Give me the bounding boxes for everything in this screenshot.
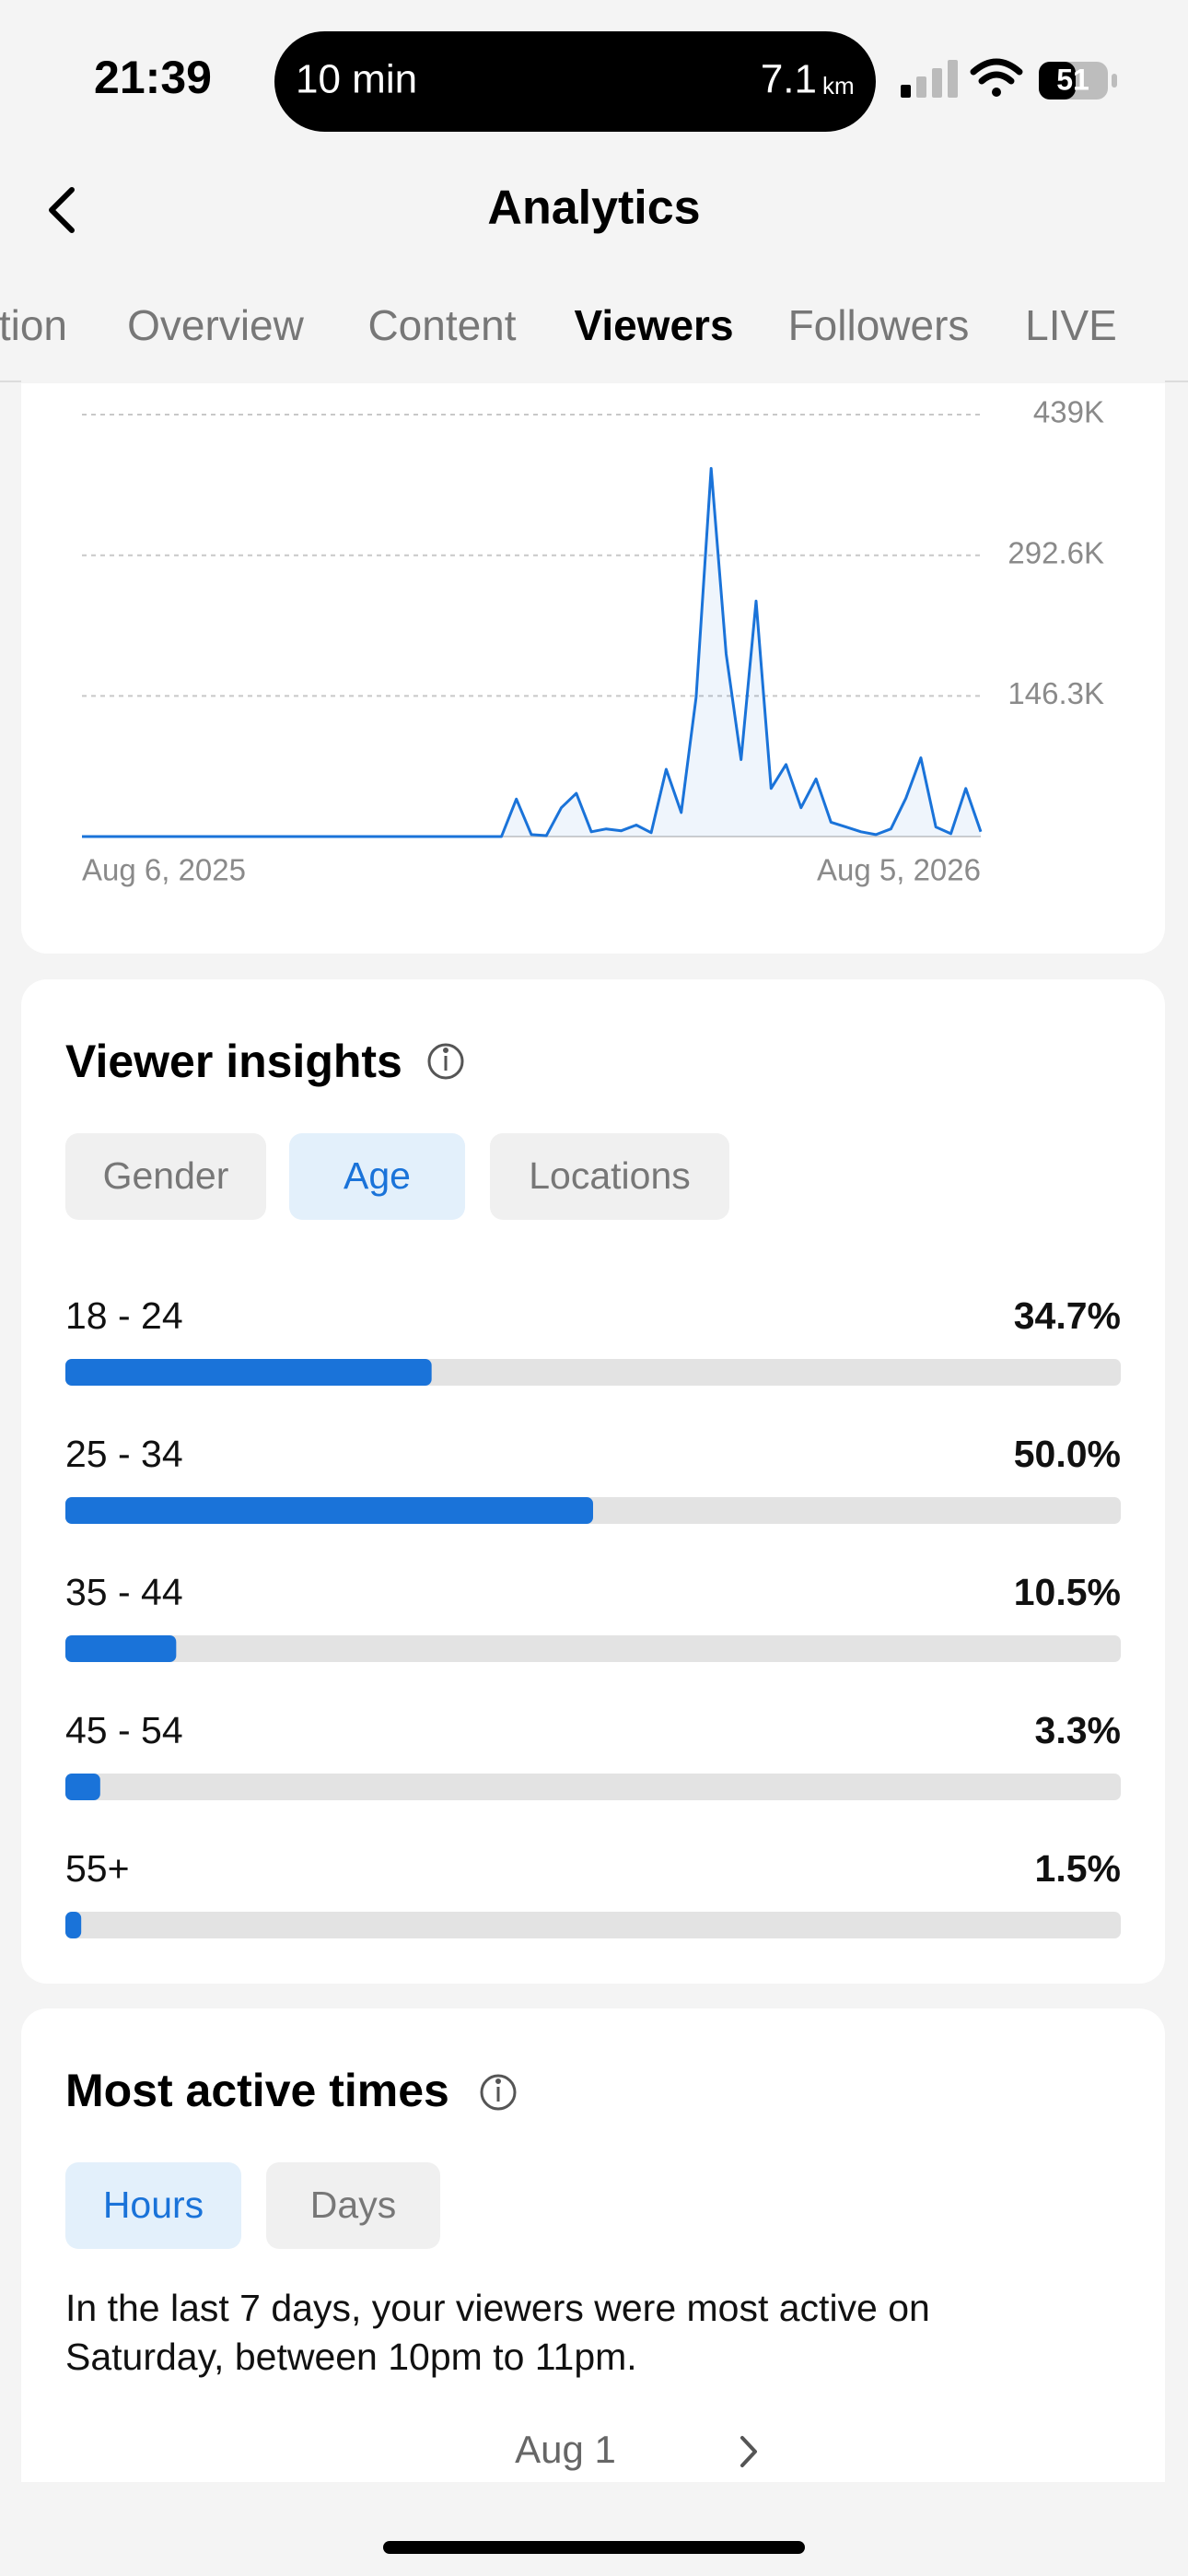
info-icon <box>480 2074 517 2111</box>
activity-time: 10 min <box>296 57 417 102</box>
value-label: 10.5% <box>1014 1571 1121 1613</box>
filter-pill[interactable] <box>266 2162 440 2249</box>
value-label: 34.7% <box>1014 1294 1121 1337</box>
line-chart: 146.3K 292.6K 439K Aug 6, 2025 Aug 5, 2026 <box>82 395 1104 887</box>
description: Saturday, between 10pm to 11pm. <box>65 2336 637 2378</box>
tab[interactable]: Followers <box>788 301 970 349</box>
description: In the last 7 days, your viewers were mo… <box>65 2287 930 2329</box>
filter-label[interactable]: Hours <box>103 2184 204 2226</box>
back-button[interactable] <box>49 187 75 233</box>
y-tick-label: 146.3K <box>1007 676 1104 710</box>
bar-track <box>65 1635 1121 1662</box>
line <box>82 466 983 838</box>
page-title: Analytics <box>487 181 700 235</box>
filter-pill[interactable] <box>289 1133 465 1220</box>
category-label: 25 - 34 <box>65 1433 183 1475</box>
dynamic-island <box>274 31 876 132</box>
filter-pill[interactable] <box>65 2162 241 2249</box>
time: 21:39 <box>94 52 212 103</box>
bar <box>65 1774 100 1800</box>
bar <box>65 1635 177 1662</box>
tab[interactable]: Viewers <box>574 301 733 349</box>
value-label: 50.0% <box>1014 1433 1121 1475</box>
home-indicator <box>383 2541 805 2554</box>
bar <box>65 1359 432 1386</box>
bar-track <box>65 1912 1121 1938</box>
value-label: 1.5% <box>1035 1847 1121 1890</box>
active-card <box>21 2008 1165 2524</box>
section-title: Viewer insights <box>65 1036 402 1087</box>
tab[interactable]: Content <box>367 301 516 349</box>
tab[interactable]: LIVE <box>1025 301 1117 349</box>
category-label: 55+ <box>65 1847 130 1890</box>
signal-icon <box>901 60 958 98</box>
tab[interactable]: Overview <box>127 301 304 349</box>
section-title: Most active times <box>65 2065 449 2116</box>
distance-unit: km <box>822 72 855 100</box>
filter-label[interactable]: Days <box>310 2184 396 2226</box>
filter-label[interactable]: Age <box>344 1154 411 1197</box>
filter-pill[interactable] <box>490 1133 729 1220</box>
next-button[interactable] <box>740 2436 757 2467</box>
x-axis-label: Aug 5, 2026 <box>817 853 981 887</box>
y-tick-label: 292.6K <box>1007 535 1104 569</box>
card-clip <box>21 350 1165 383</box>
category-label: 18 - 24 <box>65 1294 183 1337</box>
area-fill <box>82 468 981 837</box>
chart-card <box>21 350 1165 954</box>
battery-level: 51 <box>1056 63 1089 96</box>
filter-label[interactable]: Gender <box>103 1154 229 1197</box>
date-label: Aug 1 <box>515 2428 616 2471</box>
filter-label[interactable]: Locations <box>529 1154 691 1197</box>
bar <box>65 1912 82 1938</box>
insights-card <box>21 979 1165 1984</box>
bar <box>65 1497 593 1524</box>
category-label: 45 - 54 <box>65 1709 183 1751</box>
active-tabs: Hours Days <box>65 2162 440 2249</box>
y-tick-label: 439K <box>1033 395 1104 429</box>
info-icon <box>427 1043 464 1080</box>
category-label: 35 - 44 <box>65 1571 183 1613</box>
bar-track <box>65 1774 1121 1800</box>
x-axis-label: Aug 6, 2025 <box>82 853 246 887</box>
age-bars: 18 - 24 34.7% 25 - 34 50.0% 35 - 44 10.5% 45 -… <box>65 1294 1121 1938</box>
distance: 7.1 <box>761 57 817 102</box>
filter-pill[interactable] <box>65 1133 266 1220</box>
bottom-clip <box>0 2482 1188 2576</box>
value-label: 3.3% <box>1035 1709 1121 1751</box>
wifi-icon <box>970 58 1023 97</box>
viewer-tabs: Gender Age Locations <box>65 1133 729 1220</box>
battery-icon: 51 <box>1039 62 1117 100</box>
tab-bar: tion Overview Content Viewers Followers LIVE <box>0 301 1117 381</box>
tab[interactable]: tion <box>0 301 67 349</box>
